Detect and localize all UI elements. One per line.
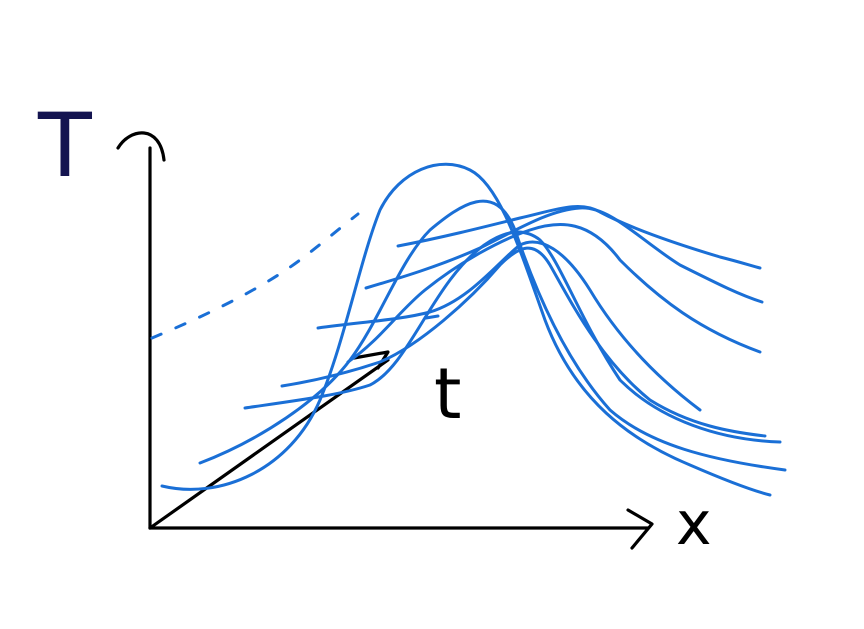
time-axis-label: t bbox=[434, 353, 461, 435]
curve-1 bbox=[160, 162, 772, 497]
axes bbox=[116, 131, 654, 550]
x-axis-label: x bbox=[676, 489, 712, 559]
curve-6 bbox=[346, 223, 762, 364]
curve-4 bbox=[280, 246, 767, 438]
curve-2 bbox=[198, 199, 787, 472]
curve-8 bbox=[396, 204, 762, 270]
peak-trajectory-dashes bbox=[150, 212, 360, 340]
curve-5 bbox=[316, 240, 702, 412]
y-axis-arrowhead bbox=[116, 131, 166, 162]
temperature-curves bbox=[160, 162, 787, 497]
time-axis-line bbox=[148, 358, 390, 530]
x-axis-arrowhead bbox=[626, 508, 654, 550]
curve-tick-mark bbox=[424, 314, 440, 320]
curve-7 bbox=[364, 206, 764, 304]
y-axis-label: T bbox=[37, 94, 93, 197]
